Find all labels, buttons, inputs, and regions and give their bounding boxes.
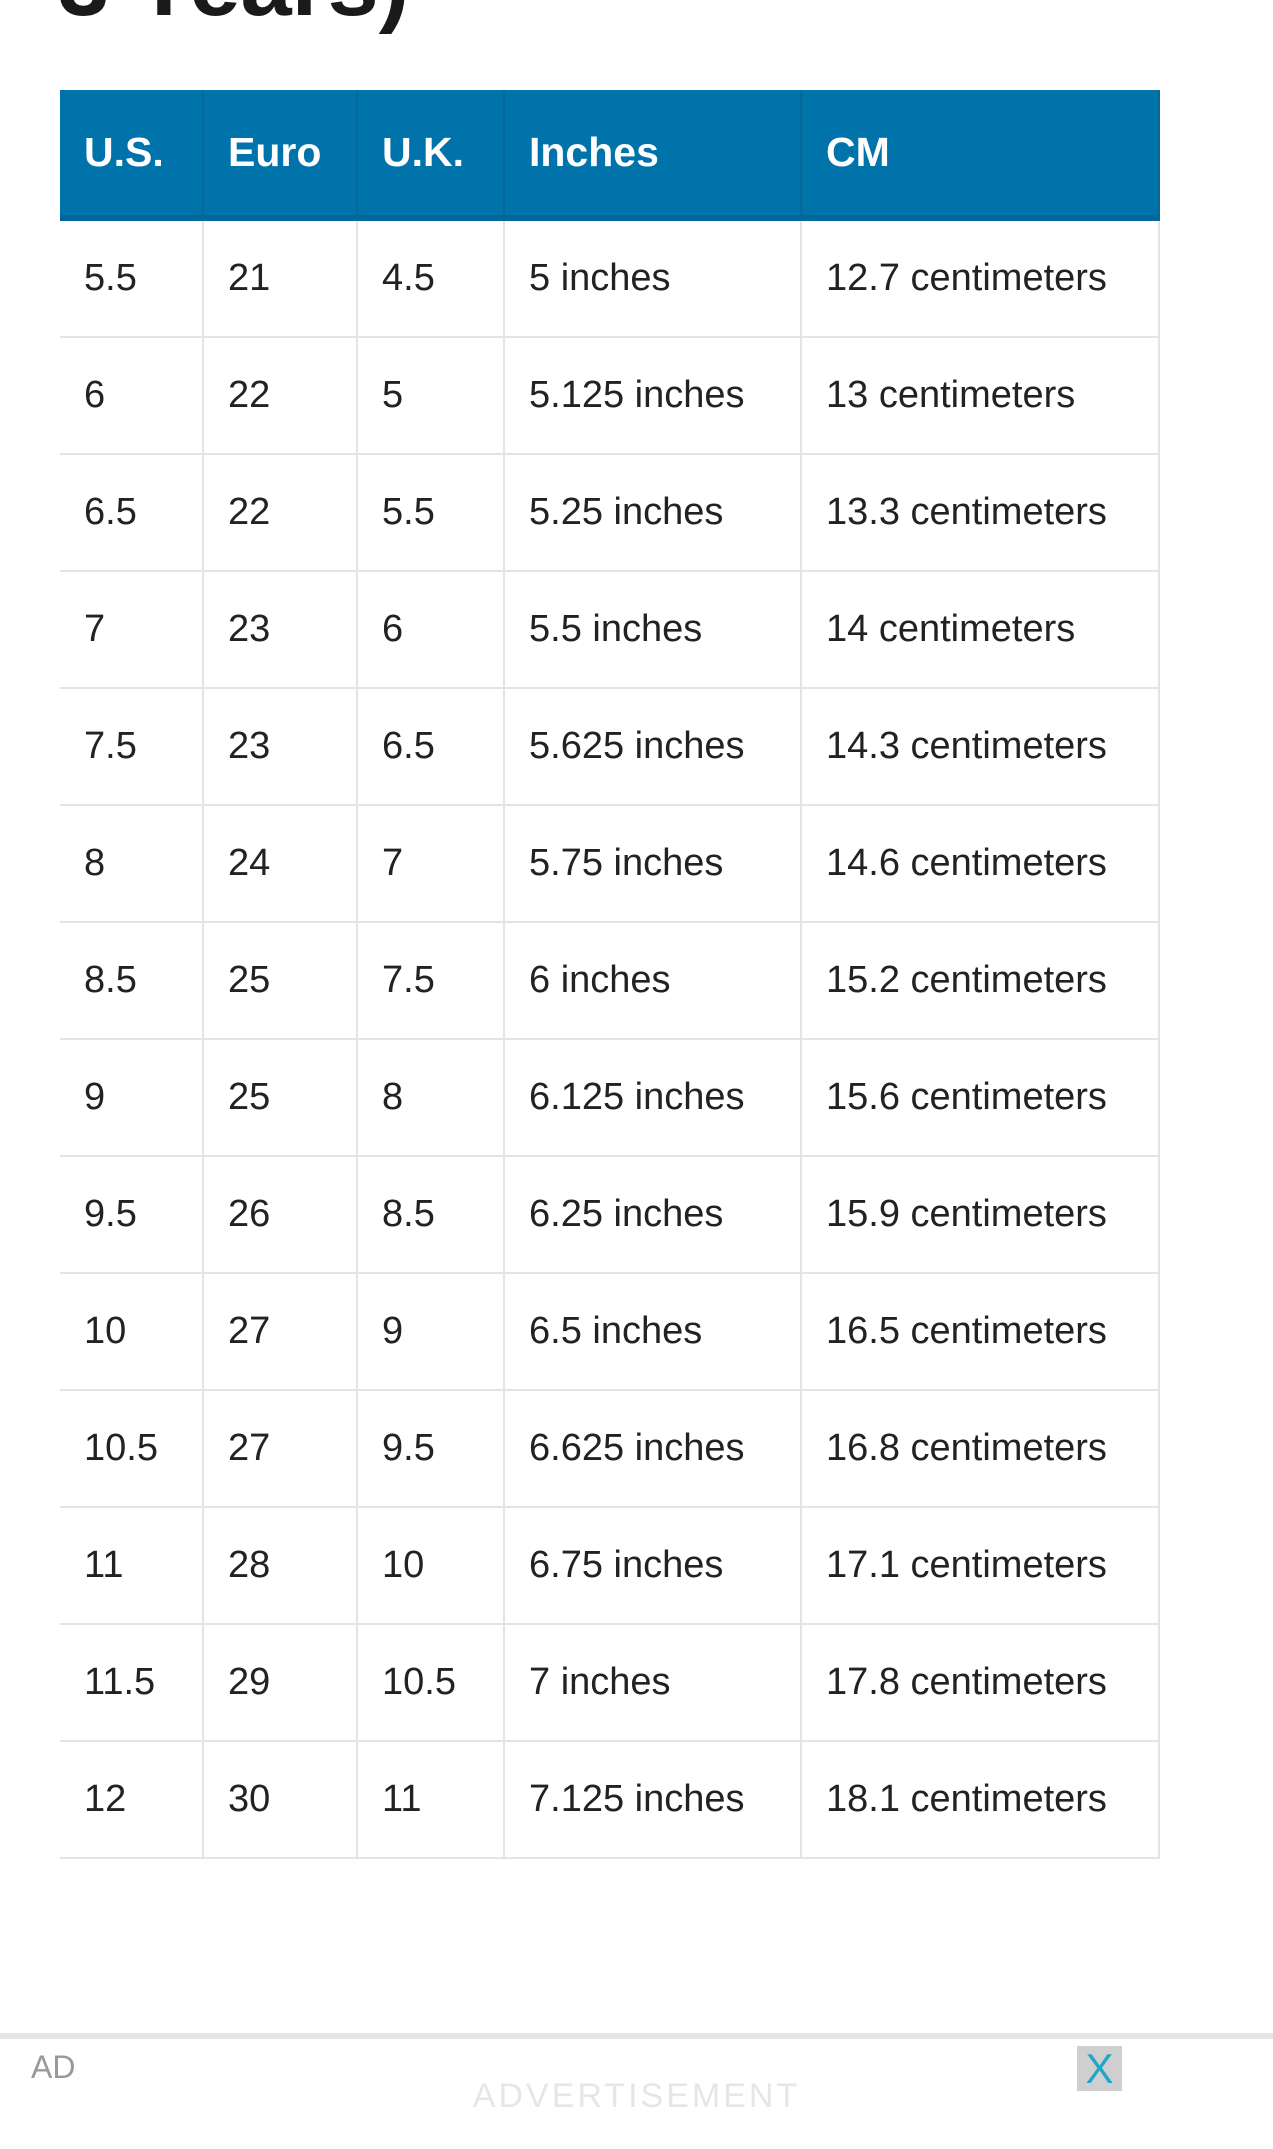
table-row: 7 23 6 5.5 inches 14 centimeters (60, 571, 1160, 689)
table-cell: 22 (202, 337, 358, 455)
table-cell: 11 (356, 1741, 505, 1859)
table-cell: 15.6 centimeters (800, 1039, 1160, 1157)
table-cell: 9.5 (356, 1390, 505, 1508)
table-cell: 21 (202, 218, 358, 338)
table-cell: 13.3 centimeters (800, 454, 1160, 572)
table-cell: 13 centimeters (800, 337, 1160, 455)
table-cell: 10 (60, 1273, 204, 1391)
table-cell: 25 (202, 922, 358, 1040)
table-cell: 12 (60, 1741, 204, 1859)
table-header-row: U.S. Euro U.K. Inches CM (60, 90, 1160, 221)
column-header: CM (801, 90, 1160, 221)
table-cell: 6 inches (503, 922, 802, 1040)
table-cell: 6.75 inches (503, 1507, 802, 1625)
table-cell: 6.25 inches (503, 1156, 802, 1274)
column-header: U.S. (60, 90, 204, 221)
table-cell: 29 (202, 1624, 358, 1742)
table-cell: 14.6 centimeters (800, 805, 1160, 923)
column-header: Inches (504, 90, 802, 221)
table-cell: 16.8 centimeters (800, 1390, 1160, 1508)
table-row: 10.5 27 9.5 6.625 inches 16.8 centimeters (60, 1390, 1160, 1508)
shoe-size-table: U.S. Euro U.K. Inches CM 5.5 21 4.5 5 inches 12.… (60, 90, 1160, 1859)
table-cell: 7 inches (503, 1624, 802, 1742)
table-row: 12 30 11 7.125 inches 18.1 centimeters (60, 1741, 1160, 1859)
table-row: 6 22 5 5.125 inches 13 centimeters (60, 337, 1160, 455)
table-cell: 10.5 (356, 1624, 505, 1742)
table-cell: 7.125 inches (503, 1741, 802, 1859)
table-cell: 18.1 centimeters (800, 1741, 1160, 1859)
table-cell: 6.625 inches (503, 1390, 802, 1508)
table-cell: 5.125 inches (503, 337, 802, 455)
table-cell: 8.5 (60, 922, 204, 1040)
table-cell: 9.5 (60, 1156, 204, 1274)
table-cell: 5.25 inches (503, 454, 802, 572)
ad-label: AD (31, 2049, 76, 2085)
table-cell: 25 (202, 1039, 358, 1157)
table-cell: 8 (60, 805, 204, 923)
table-cell: 17.8 centimeters (800, 1624, 1160, 1742)
table-cell: 7 (356, 805, 505, 923)
table-cell: 17.1 centimeters (800, 1507, 1160, 1625)
table-row: 10 27 9 6.5 inches 16.5 centimeters (60, 1273, 1160, 1391)
table-cell: 5.5 (356, 454, 505, 572)
table-cell: 6.5 inches (503, 1273, 802, 1391)
table-row: 7.5 23 6.5 5.625 inches 14.3 centimeters (60, 688, 1160, 806)
table-cell: 6.125 inches (503, 1039, 802, 1157)
table-cell: 7.5 (60, 688, 204, 806)
table-cell: 14.3 centimeters (800, 688, 1160, 806)
table-cell: 7.5 (356, 922, 505, 1040)
table-cell: 12.7 centimeters (800, 218, 1160, 338)
table-cell: 11 (60, 1507, 204, 1625)
advertisement-text: ADVERTISEMENT (472, 2077, 801, 2115)
ad-banner[interactable]: AD ADVERTISEMENT X (0, 2033, 1273, 2149)
close-ad-button[interactable]: X (1077, 2046, 1122, 2091)
table-row: 8.5 25 7.5 6 inches 15.2 centimeters (60, 922, 1160, 1040)
table-cell: 27 (202, 1273, 358, 1391)
table-cell: 23 (202, 571, 358, 689)
table-cell: 5.5 inches (503, 571, 802, 689)
table-cell: 8 (356, 1039, 505, 1157)
table-cell: 5.75 inches (503, 805, 802, 923)
table-row: 5.5 21 4.5 5 inches 12.7 centimeters (60, 218, 1160, 338)
close-icon: X (1085, 2045, 1114, 2092)
section-heading: 3 Years) (58, 0, 409, 30)
table-cell: 6.5 (60, 454, 204, 572)
table-cell: 4.5 (356, 218, 505, 338)
column-header: Euro (203, 90, 358, 221)
table-cell: 5 inches (503, 218, 802, 338)
table-cell: 22 (202, 454, 358, 572)
table-cell: 11.5 (60, 1624, 204, 1742)
table-row: 9 25 8 6.125 inches 15.6 centimeters (60, 1039, 1160, 1157)
table-cell: 7 (60, 571, 204, 689)
table-cell: 10 (356, 1507, 505, 1625)
table-cell: 9 (60, 1039, 204, 1157)
table-cell: 15.2 centimeters (800, 922, 1160, 1040)
table-cell: 30 (202, 1741, 358, 1859)
table-cell: 27 (202, 1390, 358, 1508)
table-row: 11.5 29 10.5 7 inches 17.8 centimeters (60, 1624, 1160, 1742)
table-cell: 14 centimeters (800, 571, 1160, 689)
table-row: 8 24 7 5.75 inches 14.6 centimeters (60, 805, 1160, 923)
table-cell: 15.9 centimeters (800, 1156, 1160, 1274)
table-cell: 26 (202, 1156, 358, 1274)
table-cell: 28 (202, 1507, 358, 1625)
table-cell: 6 (356, 571, 505, 689)
table-row: 9.5 26 8.5 6.25 inches 15.9 centimeters (60, 1156, 1160, 1274)
table-cell: 23 (202, 688, 358, 806)
table-row: 11 28 10 6.75 inches 17.1 centimeters (60, 1507, 1160, 1625)
table-row: 6.5 22 5.5 5.25 inches 13.3 centimeters (60, 454, 1160, 572)
table-cell: 8.5 (356, 1156, 505, 1274)
table-cell: 5.5 (60, 218, 204, 338)
table-cell: 16.5 centimeters (800, 1273, 1160, 1391)
table-cell: 5.625 inches (503, 688, 802, 806)
table-cell: 9 (356, 1273, 505, 1391)
table-cell: 6 (60, 337, 204, 455)
column-header: U.K. (357, 90, 505, 221)
table-cell: 10.5 (60, 1390, 204, 1508)
table-cell: 6.5 (356, 688, 505, 806)
table-cell: 5 (356, 337, 505, 455)
table-cell: 24 (202, 805, 358, 923)
